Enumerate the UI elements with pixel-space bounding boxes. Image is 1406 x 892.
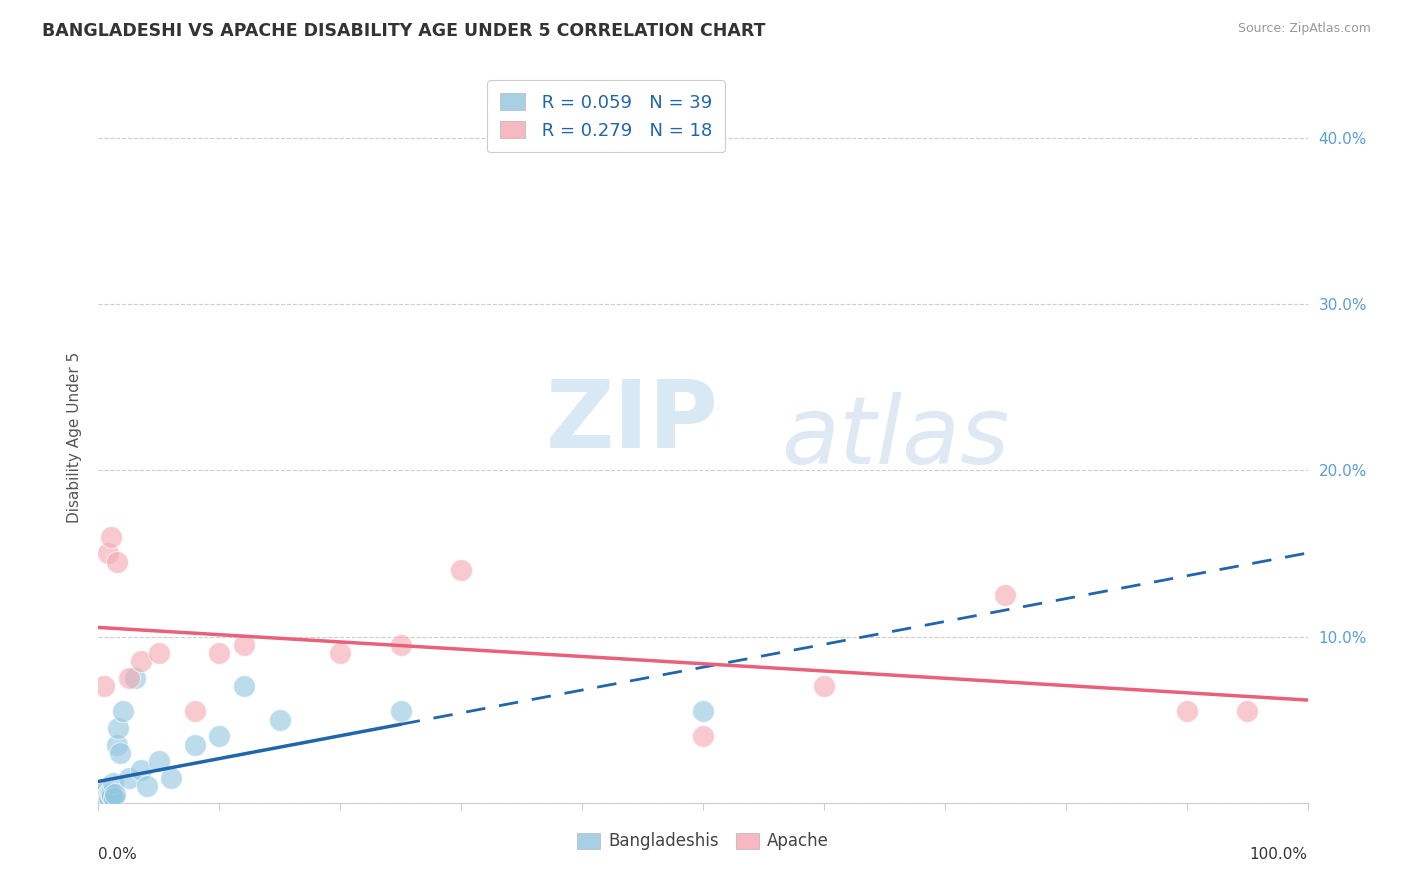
Text: Source: ZipAtlas.com: Source: ZipAtlas.com	[1237, 22, 1371, 36]
Point	[91, 789, 114, 804]
Point	[208, 729, 231, 743]
Text: 0.0%: 0.0%	[98, 847, 138, 862]
Point	[208, 646, 231, 660]
Point	[160, 771, 183, 785]
Point	[692, 705, 714, 719]
Point	[1175, 705, 1198, 719]
Point	[269, 713, 291, 727]
Point	[813, 680, 835, 694]
Y-axis label: Disability Age Under 5: Disability Age Under 5	[66, 351, 82, 523]
Point	[98, 790, 121, 805]
Point	[135, 779, 157, 793]
Point	[692, 729, 714, 743]
Point	[232, 638, 254, 652]
Text: atlas: atlas	[782, 392, 1010, 483]
Point	[94, 784, 117, 798]
Point	[389, 705, 412, 719]
Point	[994, 588, 1017, 602]
Point	[97, 788, 120, 802]
Point	[118, 771, 141, 785]
Point	[232, 680, 254, 694]
Point	[100, 788, 122, 802]
Point	[90, 788, 112, 802]
Point	[105, 738, 128, 752]
Point	[450, 563, 472, 577]
Point	[89, 792, 111, 806]
Point	[329, 646, 352, 660]
Point	[101, 776, 124, 790]
Point	[91, 790, 114, 805]
Point	[1236, 705, 1258, 719]
Text: 100.0%: 100.0%	[1250, 847, 1308, 862]
Point	[98, 786, 121, 800]
Point	[129, 763, 152, 777]
Point	[93, 788, 115, 802]
Point	[184, 705, 207, 719]
Point	[118, 671, 141, 685]
Point	[111, 705, 134, 719]
Point	[148, 646, 170, 660]
Point	[94, 790, 117, 805]
Point	[107, 721, 129, 735]
Point	[90, 789, 112, 804]
Point	[389, 638, 412, 652]
Text: ZIP: ZIP	[546, 376, 718, 468]
Point	[96, 792, 118, 806]
Point	[104, 788, 127, 802]
Point	[100, 789, 122, 804]
Legend: Bangladeshis, Apache: Bangladeshis, Apache	[567, 822, 839, 860]
Point	[100, 530, 122, 544]
Point	[93, 792, 115, 806]
Point	[148, 754, 170, 768]
Point	[105, 555, 128, 569]
Point	[124, 671, 146, 685]
Point	[97, 789, 120, 804]
Point	[103, 790, 125, 805]
Point	[93, 680, 115, 694]
Point	[96, 790, 118, 805]
Text: BANGLADESHI VS APACHE DISABILITY AGE UNDER 5 CORRELATION CHART: BANGLADESHI VS APACHE DISABILITY AGE UND…	[42, 22, 766, 40]
Point	[96, 789, 118, 804]
Point	[91, 786, 114, 800]
Point	[89, 790, 111, 805]
Point	[184, 738, 207, 752]
Point	[97, 546, 120, 560]
Point	[129, 655, 152, 669]
Point	[108, 746, 131, 760]
